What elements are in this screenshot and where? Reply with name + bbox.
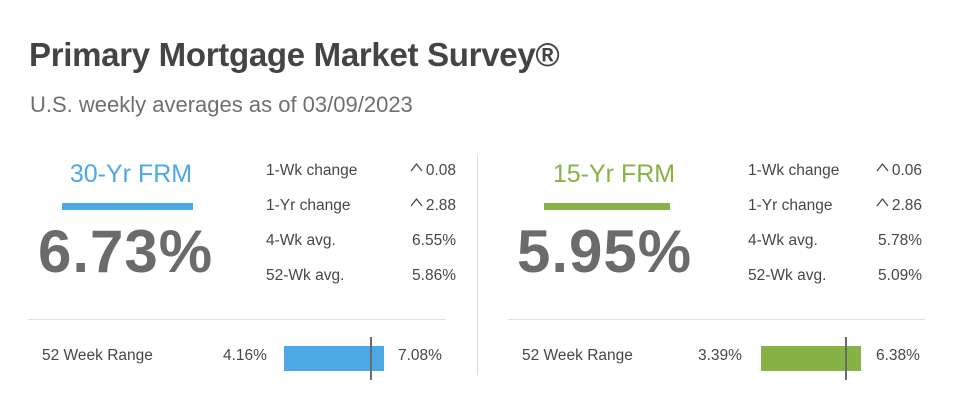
stat-value: 5.86% (412, 267, 456, 284)
separator (28, 319, 446, 320)
range-low: 3.39% (698, 347, 742, 364)
range-high: 6.38% (876, 347, 920, 364)
range-current-marker (845, 337, 847, 380)
stat-value: 0.08 (410, 162, 456, 180)
stat-value: 2.88 (410, 197, 456, 215)
caret-up-icon (876, 161, 889, 174)
panel-15yr-frm: 15-Yr FRM 5.95% 1-Wk change 0.06 1-Yr ch… (508, 150, 928, 385)
stat-row-1wk-change: 1-Wk change 0.08 (266, 162, 456, 197)
stat-value-text: 2.88 (425, 197, 456, 214)
range-bar (284, 346, 384, 371)
stats-table: 1-Wk change 0.06 1-Yr change 2.86 4-Wk a… (748, 162, 922, 302)
current-rate: 5.95% (517, 218, 693, 285)
range-high: 7.08% (398, 347, 442, 364)
current-rate: 6.73% (38, 218, 214, 285)
page-title: Primary Mortgage Market Survey® (29, 36, 560, 73)
stat-label: 1-Wk change (748, 162, 840, 179)
stats-table: 1-Wk change 0.08 1-Yr change 2.88 4-Wk a… (266, 162, 456, 302)
range-low: 4.16% (223, 347, 267, 364)
stat-value: 5.78% (878, 232, 922, 249)
stat-value: 2.86 (876, 197, 922, 215)
stat-label: 1-Yr change (748, 197, 833, 214)
range-current-marker (370, 337, 372, 380)
stat-row-1wk-change: 1-Wk change 0.06 (748, 162, 922, 197)
stat-value: 5.09% (878, 267, 922, 284)
page-subtitle: U.S. weekly averages as of 03/09/2023 (30, 92, 413, 117)
range-label: 52 Week Range (522, 347, 633, 364)
frm-underline (62, 203, 193, 210)
stat-label: 4-Wk avg. (748, 232, 818, 249)
caret-up-icon (876, 196, 889, 209)
panel-divider (477, 155, 478, 375)
range-bar (761, 346, 861, 371)
frm-label: 30-Yr FRM (69, 160, 193, 188)
range-label: 52 Week Range (42, 347, 153, 364)
stat-value-text: 0.08 (425, 162, 456, 179)
stat-row-52wk-avg: 52-Wk avg. 5.09% (748, 267, 922, 302)
stat-value: 0.06 (876, 162, 922, 180)
separator (508, 319, 925, 320)
stat-label: 4-Wk avg. (266, 232, 336, 249)
stat-label: 52-Wk avg. (748, 267, 827, 284)
stat-row-1yr-change: 1-Yr change 2.88 (266, 197, 456, 232)
stat-row-4wk-avg: 4-Wk avg. 6.55% (266, 232, 456, 267)
stat-value-text: 0.06 (891, 162, 922, 179)
stat-row-52wk-avg: 52-Wk avg. 5.86% (266, 267, 456, 302)
stat-label: 1-Yr change (266, 197, 351, 214)
stat-value: 6.55% (412, 232, 456, 249)
frm-label: 15-Yr FRM (552, 160, 676, 188)
stat-row-1yr-change: 1-Yr change 2.86 (748, 197, 922, 232)
frm-underline (544, 203, 670, 210)
stat-row-4wk-avg: 4-Wk avg. 5.78% (748, 232, 922, 267)
stat-label: 52-Wk avg. (266, 267, 345, 284)
panel-30yr-frm: 30-Yr FRM 6.73% 1-Wk change 0.08 1-Yr ch… (28, 150, 456, 385)
caret-up-icon (410, 196, 423, 209)
caret-up-icon (410, 161, 423, 174)
stat-label: 1-Wk change (266, 162, 358, 179)
stat-value-text: 2.86 (891, 197, 922, 214)
